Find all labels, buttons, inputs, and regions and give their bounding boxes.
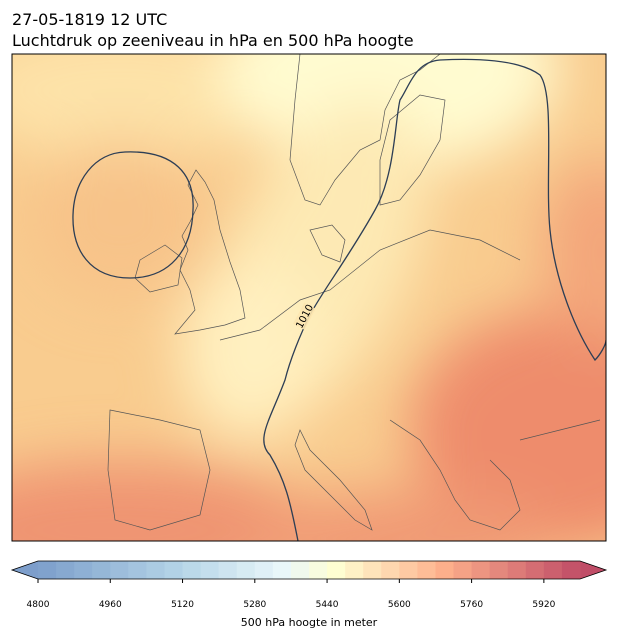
colorbar-tick-label: 4960 — [99, 600, 122, 610]
colorbar-bin — [453, 561, 473, 579]
colorbar-bin — [309, 561, 328, 579]
colorbar-bin — [38, 561, 57, 579]
colorbar-extend-low — [12, 561, 38, 579]
colorbar-bin — [146, 561, 165, 579]
map-datetime: 27-05-1819 12 UTC — [12, 10, 167, 29]
colorbar-tick-label: 5600 — [388, 600, 411, 610]
colorbar-bin — [218, 561, 238, 579]
colorbar-bin — [110, 561, 129, 579]
colorbar-tick-label: 5280 — [243, 600, 266, 610]
colorbar-bin — [435, 561, 455, 579]
colorbar-bin — [272, 561, 292, 579]
colorbar-bin — [254, 561, 274, 579]
colorbar-bin — [236, 561, 256, 579]
colorbar-bin — [182, 561, 202, 579]
height-field — [12, 54, 606, 541]
colorbar-tick-label: 5120 — [171, 600, 194, 610]
colorbar-bin — [489, 561, 509, 579]
colorbar-bin — [200, 561, 220, 579]
colorbar-bin — [290, 561, 310, 579]
colorbar-tick-label: 5920 — [532, 600, 555, 610]
colorbar-bin — [471, 561, 491, 579]
colorbar-bin — [507, 561, 527, 579]
colorbar-bin — [345, 561, 364, 579]
colorbar-bin — [74, 561, 93, 579]
map-frame — [11, 53, 607, 542]
colorbar-bin — [543, 561, 563, 579]
colorbar-bin — [92, 561, 111, 579]
map-title: Luchtdruk op zeeniveau in hPa en 500 hPa… — [12, 31, 414, 50]
map-area: 1010 — [12, 54, 606, 541]
coastlines — [107, 54, 601, 531]
contour-label-bg — [293, 302, 316, 330]
colorbar-bin — [525, 561, 545, 579]
colorbar-tick-label: 4800 — [27, 600, 50, 610]
isobar — [72, 151, 194, 279]
colorbar-bin — [561, 561, 581, 579]
colorbar-bin — [363, 561, 382, 579]
colorbar-extend-high — [580, 561, 606, 579]
colorbar-tick-label: 5440 — [316, 600, 339, 610]
colorbar-bin — [381, 561, 400, 579]
colorbar-bin — [417, 561, 436, 579]
colorbar-bin — [56, 561, 75, 579]
colorbar-bin — [128, 561, 147, 579]
colorbar-bin — [327, 561, 346, 579]
colorbar-tick-label: 5760 — [460, 600, 483, 610]
isobar — [263, 58, 606, 541]
colorbar-bin — [399, 561, 418, 579]
colorbar-bin — [164, 561, 184, 579]
colorbar-label: 500 hPa hoogte in meter — [241, 616, 378, 629]
colorbar: 4800 4960 5120 5280 5440 5600 5760 5920 — [10, 560, 608, 610]
isobars — [72, 58, 606, 541]
